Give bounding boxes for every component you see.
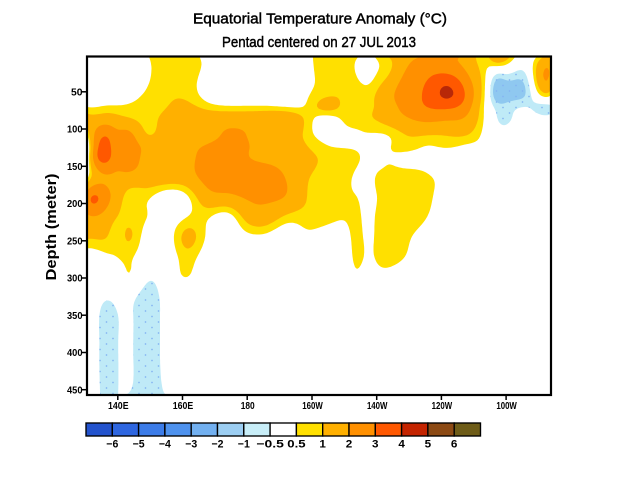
svg-text:0.5: 0.5 [287,439,305,451]
svg-text:5: 5 [425,439,432,451]
svg-text:−2: −2 [212,439,224,451]
svg-text:160E: 160E [173,401,194,412]
svg-text:Depth (meter): Depth (meter) [43,174,60,281]
svg-text:−6: −6 [106,439,118,451]
svg-text:100: 100 [67,125,83,136]
svg-text:160W: 160W [302,401,323,412]
svg-text:1: 1 [319,439,326,451]
svg-text:140W: 140W [367,401,388,412]
svg-text:50: 50 [71,88,83,99]
svg-text:−3: −3 [185,439,197,451]
svg-text:140E: 140E [108,401,129,412]
svg-text:400: 400 [67,348,83,359]
svg-text:3: 3 [372,439,379,451]
svg-text:120W: 120W [432,401,453,412]
svg-text:−5: −5 [133,439,145,451]
svg-text:100W: 100W [496,401,517,412]
svg-text:Pentad centered on 27 JUL 2013: Pentad centered on 27 JUL 2013 [222,34,416,51]
svg-text:−0.5: −0.5 [256,439,284,451]
svg-text:250: 250 [67,237,83,248]
svg-text:4: 4 [398,439,405,451]
svg-text:−4: −4 [159,439,172,451]
svg-text:450: 450 [67,385,83,396]
svg-text:150: 150 [67,162,83,173]
svg-text:200: 200 [67,199,83,210]
svg-text:−1: −1 [238,439,250,451]
svg-text:350: 350 [67,311,83,322]
svg-text:180: 180 [241,401,255,412]
svg-text:6: 6 [451,439,458,451]
svg-text:2: 2 [346,439,353,451]
svg-text:Equatorial Temperature Anomaly: Equatorial Temperature Anomaly (°C) [193,11,447,28]
svg-text:300: 300 [67,274,83,285]
